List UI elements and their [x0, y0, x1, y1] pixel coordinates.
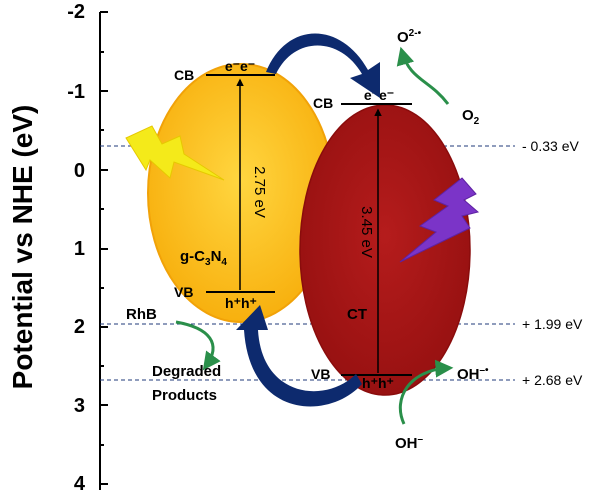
hole-transfer-arrow	[236, 305, 362, 407]
reference-label-199: + 1.99 eV	[522, 316, 583, 332]
oh-minus-label: OH–	[395, 434, 424, 452]
ct-vb-label: VB	[311, 366, 330, 382]
y-axis-ticks: -2 -1 0 1 2 3 4	[67, 1, 86, 492]
tick-label: 4	[74, 473, 86, 492]
gcn-electrons: e⁻e⁻	[225, 58, 255, 74]
tick-label: 2	[74, 316, 85, 338]
reference-label-neg033: - 0.33 eV	[522, 138, 579, 154]
rhb-degradation-arrow	[175, 320, 221, 371]
ct-bandgap-label: 3.45 eV	[358, 206, 375, 258]
rhb-label: RhB	[126, 306, 157, 323]
degraded-products-line1: Degraded	[152, 363, 221, 380]
tick-label: 3	[74, 395, 85, 417]
oh-oxidation-arrow	[398, 359, 454, 425]
tick-label: -1	[67, 81, 85, 103]
ct-ellipse	[299, 104, 471, 396]
tick-label: -2	[67, 1, 85, 23]
gcn-vb-label: VB	[174, 284, 193, 300]
o2-label: O2	[462, 107, 480, 127]
ct-holes: h⁺h⁺	[362, 375, 394, 391]
lightning-purple-icon	[399, 177, 480, 263]
tick-label: 0	[74, 160, 85, 182]
reference-label-268: + 2.68 eV	[522, 372, 583, 388]
degraded-products-line2: Products	[152, 387, 217, 404]
ct-name: CT	[347, 306, 367, 323]
o2-reduction-arrow	[396, 46, 450, 105]
gcn-name: g-C3N4	[180, 248, 227, 268]
superoxide-label: O2-•	[397, 28, 422, 46]
y-axis-label: Potential vs NHE (eV)	[7, 105, 38, 390]
ct-cb-label: CB	[313, 95, 333, 111]
gcn-holes: h⁺h⁺	[225, 295, 257, 311]
gcn-bandgap-label: 2.75 eV	[251, 166, 268, 218]
tick-label: 1	[74, 238, 85, 260]
lightning-yellow-icon	[125, 125, 225, 181]
electron-transfer-arrow	[266, 33, 380, 99]
oh-radical-label: OH–•	[457, 365, 489, 383]
gcn-cb-label: CB	[174, 67, 194, 83]
y-axis-tick-marks	[100, 11, 108, 485]
